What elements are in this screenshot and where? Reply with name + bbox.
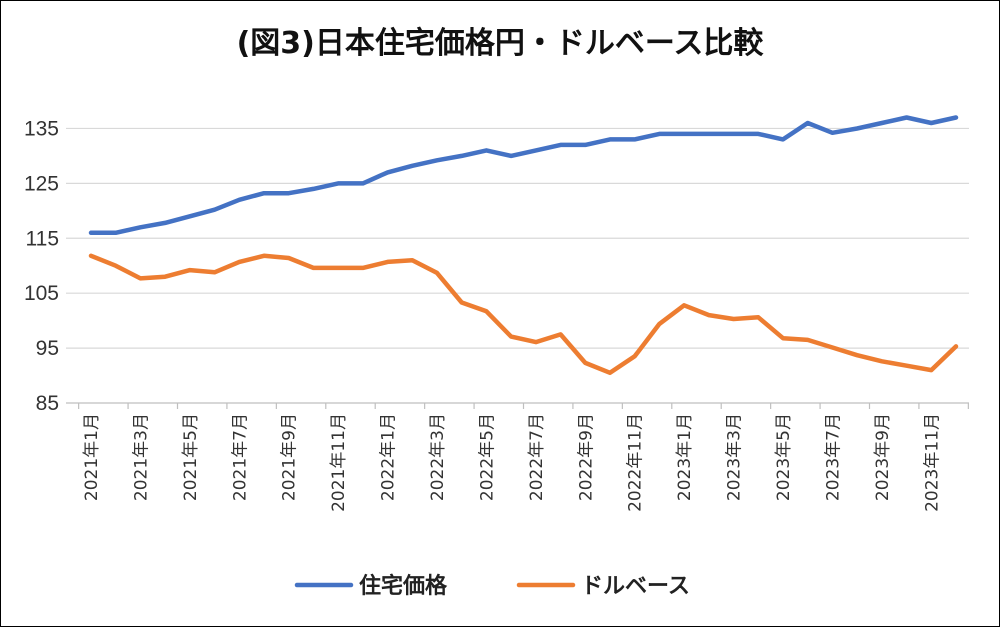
x-tick-label: 2022年11月: [626, 413, 646, 512]
x-tick-label: 2022年7月: [527, 413, 547, 501]
y-tick-label: 105: [24, 282, 59, 305]
x-tick-label: 2023年7月: [823, 413, 843, 501]
x-tick-label: 2021年1月: [82, 413, 102, 501]
legend-label: 住宅価格: [359, 573, 448, 599]
x-tick-label: 2021年3月: [131, 413, 151, 501]
legend-label: ドルベース: [581, 574, 690, 599]
y-tick-label: 115: [26, 227, 59, 250]
x-tick-label: 2021年11月: [329, 413, 349, 512]
y-tick-label: 125: [24, 172, 59, 195]
x-tick-label: 2023年11月: [922, 413, 942, 512]
y-axis-ticks: 85 95 105 115 125 135: [24, 117, 59, 415]
series-line-1: [88, 115, 959, 236]
x-tick-label: 2021年7月: [230, 413, 250, 501]
chart-title: (図3)日本住宅価格円・ドルベース比較: [237, 26, 765, 61]
y-tick-label: 135: [24, 117, 59, 140]
gridlines: [66, 127, 969, 404]
x-tick-label: 2022年3月: [428, 413, 448, 501]
series-line-2: [88, 253, 959, 376]
x-tick-label: 2023年1月: [675, 413, 695, 501]
y-tick-label: 95: [36, 337, 59, 360]
x-tick-label: 2021年9月: [280, 413, 300, 501]
y-tick-label: 85: [36, 392, 59, 415]
x-tick-label: 2022年1月: [379, 413, 399, 501]
x-tick-label: 2023年5月: [774, 413, 794, 501]
x-tick-label: 2022年9月: [576, 413, 596, 501]
x-tick-label: 2023年9月: [873, 413, 893, 501]
series-lines: [88, 115, 959, 376]
x-axis-ticks: 2021年1月 2021年3月 2021年5月 2021年7月 2021年9月 2021年…: [78, 403, 969, 512]
legend: 住宅価格 ドルベース: [294, 573, 690, 599]
x-tick-label: 2021年5月: [181, 413, 201, 501]
x-tick-label: 2022年5月: [477, 413, 497, 501]
x-tick-label: 2023年3月: [725, 413, 745, 501]
